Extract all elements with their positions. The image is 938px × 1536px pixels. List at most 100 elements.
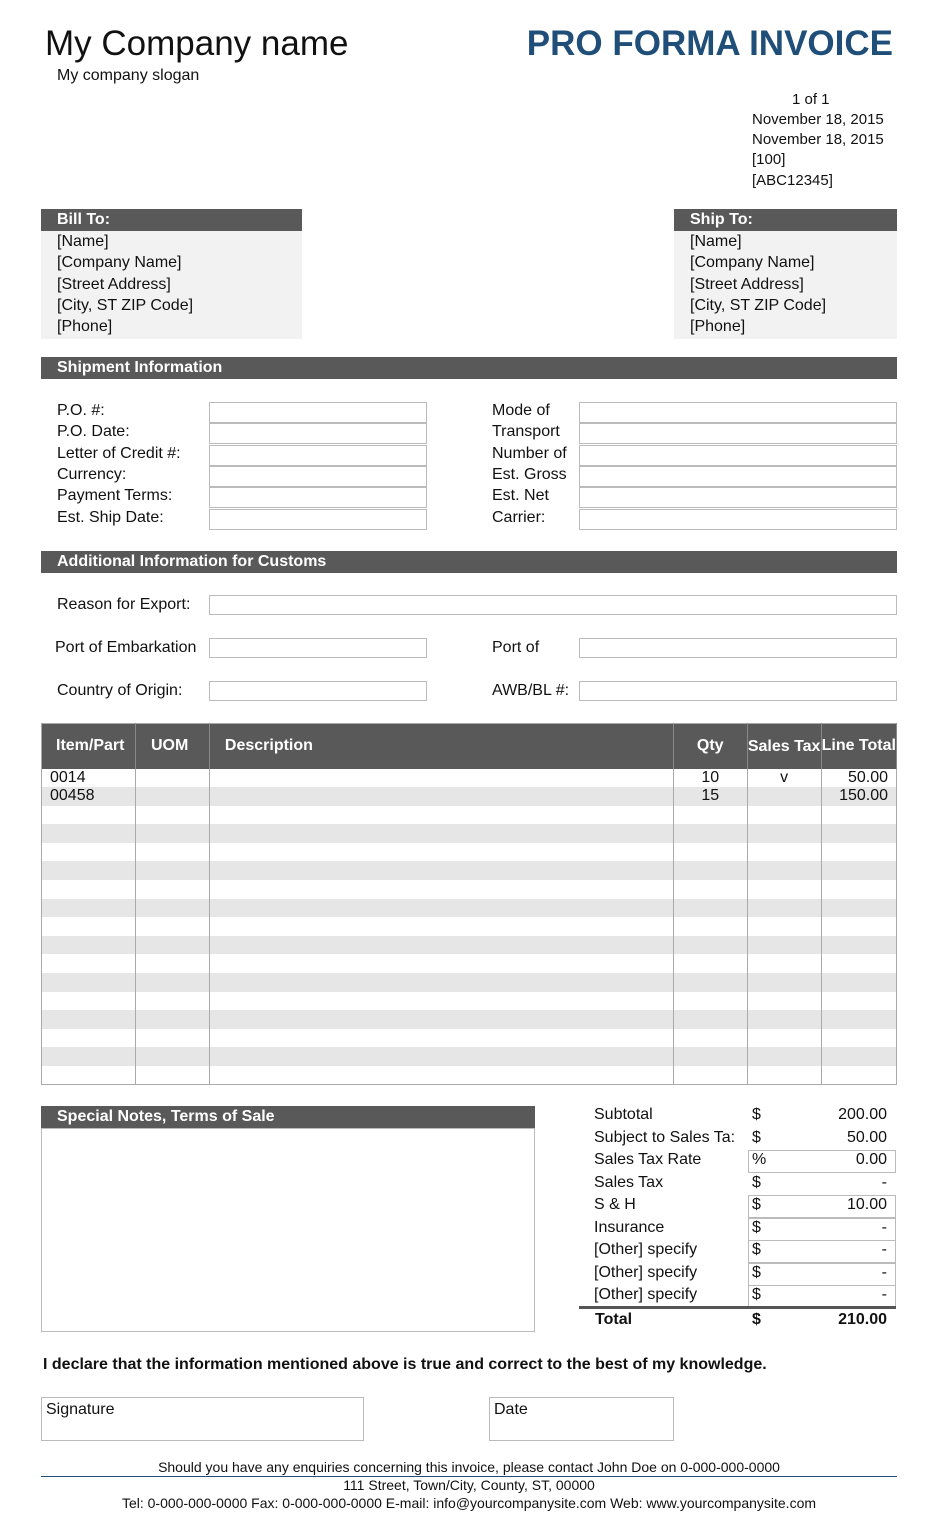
cell[interactable]: [209, 991, 674, 1011]
cell[interactable]: [41, 973, 136, 992]
cell[interactable]: 150.00: [821, 787, 898, 806]
cell[interactable]: [821, 917, 898, 936]
notes-field[interactable]: [41, 1128, 535, 1332]
cell[interactable]: [41, 935, 136, 955]
shipment-right-field[interactable]: [579, 402, 897, 423]
cell[interactable]: [135, 935, 210, 955]
cell[interactable]: [41, 805, 136, 825]
cell[interactable]: [41, 1047, 136, 1066]
cell[interactable]: [821, 1028, 898, 1048]
cell[interactable]: [673, 991, 748, 1011]
cell[interactable]: [209, 973, 674, 992]
signature-field[interactable]: Signature: [41, 1397, 364, 1441]
cell[interactable]: [673, 1028, 748, 1048]
cell[interactable]: [41, 1028, 136, 1048]
cell[interactable]: [135, 824, 210, 843]
cell[interactable]: [821, 935, 898, 955]
cell[interactable]: [673, 861, 748, 881]
totals-input[interactable]: [748, 1285, 896, 1308]
cell[interactable]: [135, 861, 210, 881]
cell[interactable]: [673, 842, 748, 862]
cell[interactable]: [747, 954, 822, 974]
cell[interactable]: [747, 935, 822, 955]
shipment-left-field[interactable]: [209, 465, 427, 487]
cell[interactable]: [209, 880, 674, 899]
cell[interactable]: 0014: [41, 768, 136, 788]
cell[interactable]: 10: [673, 768, 748, 788]
cell[interactable]: [209, 935, 674, 955]
cell[interactable]: [41, 1010, 136, 1029]
cell[interactable]: [821, 954, 898, 974]
cell[interactable]: [673, 917, 748, 936]
cell[interactable]: [209, 917, 674, 936]
cell[interactable]: [135, 842, 210, 862]
shipment-left-field[interactable]: [209, 423, 427, 445]
cell[interactable]: [41, 861, 136, 881]
cell[interactable]: [135, 991, 210, 1011]
cell[interactable]: [673, 880, 748, 899]
cell[interactable]: [821, 1066, 898, 1085]
cell[interactable]: [747, 787, 822, 806]
shipment-left-field[interactable]: [209, 402, 427, 423]
cell[interactable]: [747, 991, 822, 1011]
shipment-left-field[interactable]: [209, 444, 427, 466]
cell[interactable]: [135, 880, 210, 899]
cell[interactable]: [821, 880, 898, 899]
cell[interactable]: [41, 917, 136, 936]
cell[interactable]: [747, 898, 822, 918]
cell[interactable]: 50.00: [821, 768, 898, 788]
cell[interactable]: [673, 898, 748, 918]
cell[interactable]: [41, 991, 136, 1011]
cell[interactable]: [747, 1047, 822, 1066]
cell[interactable]: [821, 898, 898, 918]
cell[interactable]: [747, 880, 822, 899]
cell[interactable]: [673, 824, 748, 843]
cell[interactable]: [209, 824, 674, 843]
cell[interactable]: [209, 1066, 674, 1085]
cell[interactable]: [209, 1010, 674, 1029]
cell[interactable]: [209, 805, 674, 825]
cell[interactable]: [135, 1047, 210, 1066]
cell[interactable]: [821, 824, 898, 843]
cell[interactable]: [747, 1066, 822, 1085]
shipment-right-field[interactable]: [579, 423, 897, 445]
cell[interactable]: [747, 1028, 822, 1048]
totals-input[interactable]: [748, 1217, 896, 1241]
cell[interactable]: [673, 1047, 748, 1066]
cell[interactable]: [747, 861, 822, 881]
awb-field[interactable]: [579, 681, 897, 701]
cell[interactable]: [209, 768, 674, 788]
cell[interactable]: [821, 861, 898, 881]
cell[interactable]: [747, 917, 822, 936]
cell[interactable]: [821, 1047, 898, 1066]
cell[interactable]: [673, 935, 748, 955]
cell[interactable]: [135, 917, 210, 936]
cell[interactable]: [41, 824, 136, 843]
cell[interactable]: [135, 898, 210, 918]
cell[interactable]: v: [747, 768, 822, 788]
cell[interactable]: [135, 787, 210, 806]
cell[interactable]: [209, 842, 674, 862]
cell[interactable]: [747, 973, 822, 992]
cell[interactable]: [41, 954, 136, 974]
cell[interactable]: [209, 898, 674, 918]
cell[interactable]: [821, 973, 898, 992]
shipment-left-field[interactable]: [209, 487, 427, 509]
cell[interactable]: [135, 768, 210, 788]
cell[interactable]: [673, 1010, 748, 1029]
cell[interactable]: 15: [673, 787, 748, 806]
date-field[interactable]: Date: [489, 1397, 674, 1441]
cell[interactable]: [135, 954, 210, 974]
cell[interactable]: [673, 1066, 748, 1085]
cell[interactable]: [135, 1010, 210, 1029]
cell[interactable]: [209, 954, 674, 974]
cell[interactable]: [41, 842, 136, 862]
cell[interactable]: [209, 1047, 674, 1066]
cell[interactable]: [209, 787, 674, 806]
cell[interactable]: [747, 824, 822, 843]
cell[interactable]: [821, 805, 898, 825]
totals-input[interactable]: [748, 1150, 896, 1173]
shipment-left-field[interactable]: [209, 508, 427, 530]
cell[interactable]: [673, 805, 748, 825]
cell[interactable]: [135, 973, 210, 992]
